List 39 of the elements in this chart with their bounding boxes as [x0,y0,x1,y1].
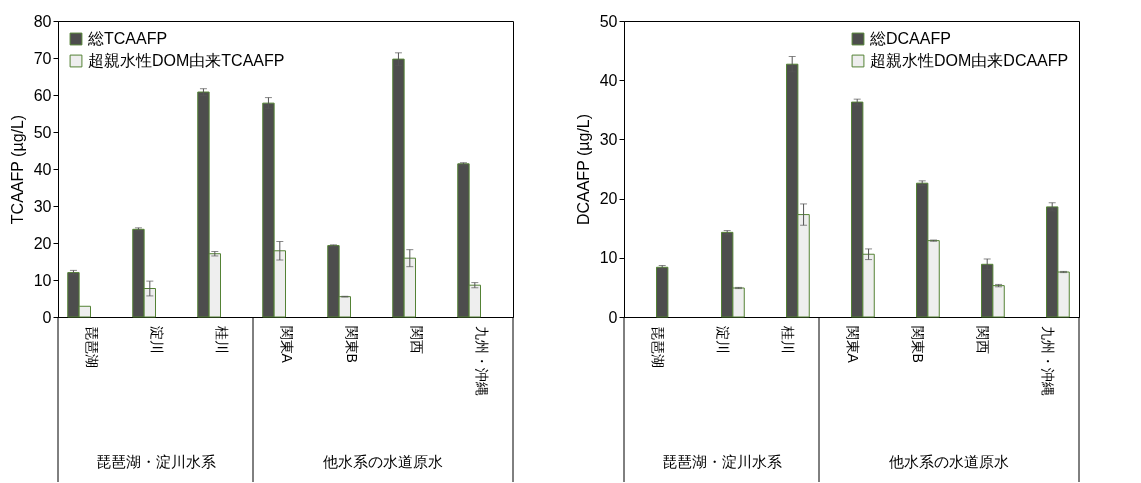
x-tick-label: 九州・沖縄 [473,325,490,396]
text: 他水系の水道原水 [323,453,443,470]
y-tick-label: 50 [33,123,52,141]
y-tick-label: 30 [599,130,618,148]
y-tick-label: 30 [33,197,52,215]
text: 他水系の水道原水 [889,453,1009,470]
y-axis-title: TCAAFP (µg/L) [8,114,26,225]
legend-label: 総TCAAFP [87,30,168,47]
y-axis-title: DCAAFP (µg/L) [574,113,592,226]
y-tick-label: 40 [599,71,618,89]
x-tick-label: 淀川 [148,325,165,354]
legend-label: 超親水性DOM由来DCAAFP [870,52,1069,69]
y-tick-label: 10 [599,249,618,267]
y-tick-label: 60 [33,86,52,104]
x-tick-label: 関東B [909,325,926,363]
y-tick-label: 0 [42,308,52,326]
x-tick-label: 関東A [278,325,295,364]
y-tick-label: 20 [599,190,618,208]
legend-label: 超親水性DOM由来TCAAFP [88,52,285,69]
text: 琵琶湖・淀川水系 [95,453,216,470]
x-tick-label: 桂川 [779,324,796,354]
x-tick-label: 桂川 [213,324,230,354]
x-tick-label: 琵琶湖 [649,325,666,368]
x-tick-label: 関西 [408,325,425,354]
y-tick-label: 20 [33,234,52,252]
y-tick-label: 50 [599,12,618,30]
legend-label: 総DCAAFP [869,30,951,47]
x-tick-label: 関東B [343,325,360,363]
y-tick-label: 10 [33,271,52,289]
x-tick-label: 九州・沖縄 [1039,325,1056,396]
y-tick-label: 0 [608,308,618,326]
x-tick-label: 関西 [974,325,991,354]
y-tick-label: 70 [33,49,52,67]
x-tick-label: 淀川 [714,325,731,354]
x-tick-label: 琵琶湖 [83,325,100,368]
x-tick-label: 関東A [844,325,861,364]
y-tick-label: 80 [33,12,52,30]
text: 琵琶湖・淀川水系 [661,453,782,470]
y-tick-label: 40 [33,160,52,178]
